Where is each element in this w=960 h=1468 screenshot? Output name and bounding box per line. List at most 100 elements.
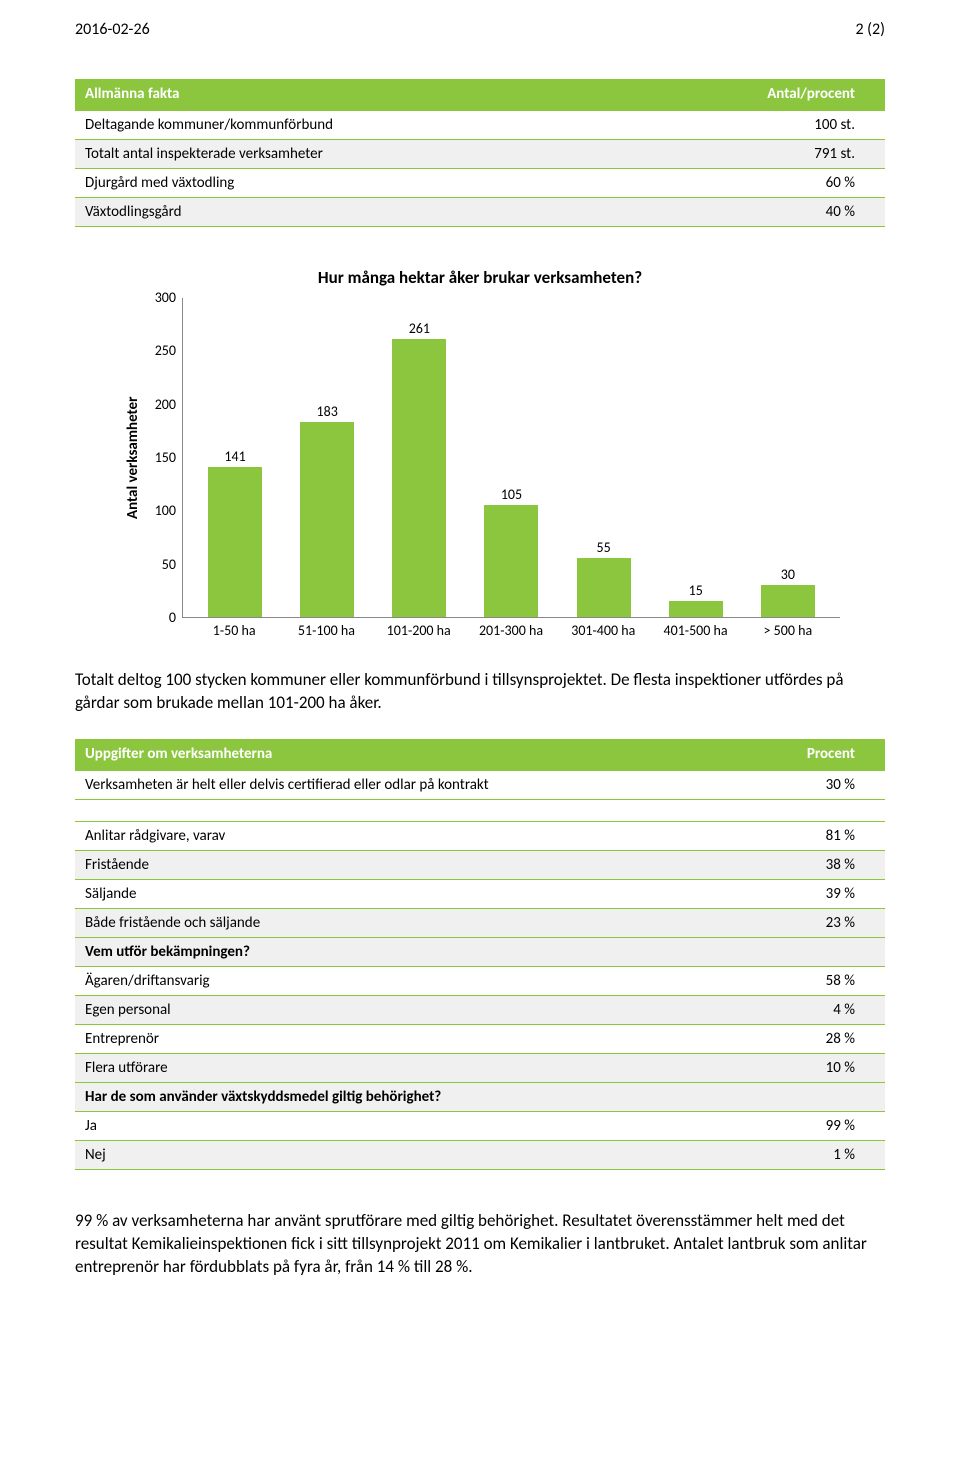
table-row: Egen personal4 % — [75, 995, 885, 1024]
table-row: Både fristående och säljande23 % — [75, 908, 885, 937]
row-value: 23 % — [746, 908, 885, 937]
bar-slot: 261 — [383, 320, 455, 617]
row-value: 38 % — [746, 850, 885, 879]
xtick-label: 1-50 ha — [198, 622, 270, 639]
row-label: Totalt antal inspekterade verksamheter — [75, 140, 623, 169]
bar — [484, 505, 538, 617]
chart-plot: 141 183 261 105 55 15 30 — [182, 298, 840, 618]
row-label: Ägaren/driftansvarig — [75, 966, 746, 995]
facts-head-right: Antal/procent — [623, 79, 885, 110]
table-row: Vem utför bekämpningen? — [75, 937, 885, 966]
bar — [392, 339, 446, 617]
row-value — [746, 937, 885, 966]
bar — [208, 467, 262, 617]
table-row: Entreprenör28 % — [75, 1024, 885, 1053]
details-head-right: Procent — [746, 739, 885, 770]
row-label: Har de som använder växtskyddsmedel gilt… — [75, 1082, 746, 1111]
row-value: 4 % — [746, 995, 885, 1024]
row-value: 28 % — [746, 1024, 885, 1053]
facts-head-left: Allmänna fakta — [75, 79, 623, 110]
bar — [577, 558, 631, 617]
xtick-label: 401-500 ha — [660, 622, 732, 639]
bar-slot: 141 — [199, 448, 271, 617]
bar-slot: 15 — [660, 582, 732, 617]
row-value: 100 st. — [623, 110, 885, 140]
table-row — [75, 799, 885, 821]
row-value: 58 % — [746, 966, 885, 995]
row-label: Deltagande kommuner/kommunförbund — [75, 110, 623, 140]
row-value: 10 % — [746, 1053, 885, 1082]
xtick-label: 51-100 ha — [290, 622, 362, 639]
table-row: Har de som använder växtskyddsmedel gilt… — [75, 1082, 885, 1111]
table-row: Ja99 % — [75, 1111, 885, 1140]
details-table: Uppgifter om verksamheterna Procent Verk… — [75, 739, 885, 1170]
bar-slot: 105 — [475, 486, 547, 617]
xtick-label: 101-200 ha — [383, 622, 455, 639]
details-head-left: Uppgifter om verksamheterna — [75, 739, 746, 770]
table-row: Anlitar rådgivare, varav81 % — [75, 821, 885, 850]
row-label: Djurgård med växtodling — [75, 169, 623, 198]
paragraph-1: Totalt deltog 100 stycken kommuner eller… — [75, 669, 885, 715]
row-value: 791 st. — [623, 140, 885, 169]
row-label: Entreprenör — [75, 1024, 746, 1053]
row-value: 40 % — [623, 198, 885, 227]
facts-table: Allmänna fakta Antal/procent Deltagande … — [75, 79, 885, 227]
bar-value-label: 261 — [409, 320, 430, 337]
row-value — [746, 799, 885, 821]
chart-ylabel: Antal verksamheter — [120, 298, 144, 618]
xtick-label: 201-300 ha — [475, 622, 547, 639]
row-label: Vem utför bekämpningen? — [75, 937, 746, 966]
bar-value-label: 183 — [317, 403, 338, 420]
row-label: Växtodlingsgård — [75, 198, 623, 227]
row-label: Anlitar rådgivare, varav — [75, 821, 746, 850]
chart-xaxis: 1-50 ha 51-100 ha 101-200 ha 201-300 ha 301-… — [182, 618, 840, 639]
row-value — [746, 1082, 885, 1111]
row-value: 39 % — [746, 879, 885, 908]
row-label — [75, 799, 746, 821]
row-label: Fristående — [75, 850, 746, 879]
row-label: Nej — [75, 1140, 746, 1169]
page-header: 2016-02-26 2 (2) — [75, 20, 885, 39]
bar-value-label: 30 — [781, 566, 795, 583]
header-date: 2016-02-26 — [75, 20, 150, 39]
bar-value-label: 15 — [689, 582, 703, 599]
row-label: Ja — [75, 1111, 746, 1140]
row-value: 99 % — [746, 1111, 885, 1140]
table-row: Ägaren/driftansvarig58 % — [75, 966, 885, 995]
bar-slot: 55 — [568, 539, 640, 617]
row-value: 81 % — [746, 821, 885, 850]
table-row: Verksamheten är helt eller delvis certif… — [75, 770, 885, 800]
chart-area: Antal verksamheter 300250200150100500 14… — [120, 298, 840, 618]
header-page: 2 (2) — [855, 20, 885, 39]
bar — [669, 601, 723, 617]
row-label: Egen personal — [75, 995, 746, 1024]
row-label: Flera utförare — [75, 1053, 746, 1082]
row-value: 30 % — [746, 770, 885, 800]
table-row: Djurgård med växtodling60 % — [75, 169, 885, 198]
bar — [761, 585, 815, 617]
row-label: Både fristående och säljande — [75, 908, 746, 937]
page: 2016-02-26 2 (2) Allmänna fakta Antal/pr… — [0, 0, 960, 1343]
table-row: Säljande39 % — [75, 879, 885, 908]
xtick-label: > 500 ha — [752, 622, 824, 639]
bar-value-label: 55 — [597, 539, 611, 556]
row-value: 60 % — [623, 169, 885, 198]
bar-value-label: 105 — [501, 486, 522, 503]
row-value: 1 % — [746, 1140, 885, 1169]
paragraph-2: 99 % av verksamheterna har använt sprutf… — [75, 1210, 885, 1279]
row-label: Verksamheten är helt eller delvis certif… — [75, 770, 746, 800]
bar-value-label: 141 — [224, 448, 245, 465]
bar-slot: 183 — [291, 403, 363, 617]
table-row: Deltagande kommuner/kommunförbund100 st. — [75, 110, 885, 140]
hectare-chart: Hur många hektar åker brukar verksamhete… — [120, 267, 840, 639]
bar — [300, 422, 354, 617]
row-label: Säljande — [75, 879, 746, 908]
table-row: Totalt antal inspekterade verksamheter79… — [75, 140, 885, 169]
table-row: Nej1 % — [75, 1140, 885, 1169]
chart-yaxis: 300250200150100500 — [144, 298, 182, 618]
table-row: Växtodlingsgård40 % — [75, 198, 885, 227]
chart-title: Hur många hektar åker brukar verksamhete… — [120, 267, 840, 288]
bar-slot: 30 — [752, 566, 824, 617]
xtick-label: 301-400 ha — [567, 622, 639, 639]
table-row: Fristående38 % — [75, 850, 885, 879]
